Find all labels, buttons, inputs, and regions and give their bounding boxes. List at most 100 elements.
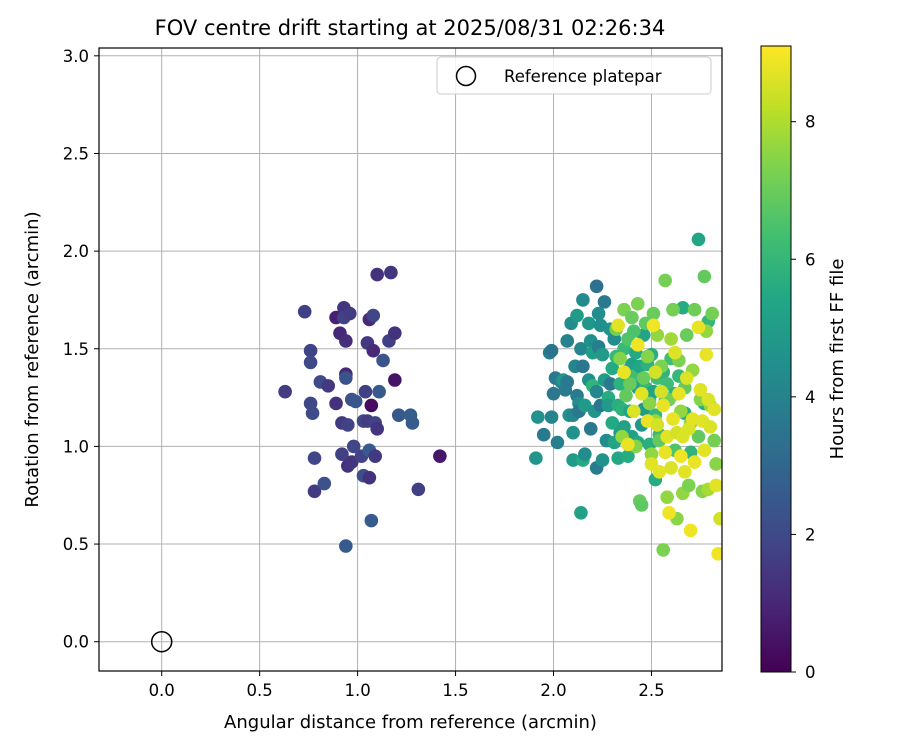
data-point bbox=[348, 394, 363, 409]
data-point bbox=[317, 476, 332, 491]
x-tick-label: 1.0 bbox=[344, 681, 370, 700]
data-point bbox=[297, 304, 312, 319]
legend-label: Reference platepar bbox=[504, 67, 662, 86]
data-point bbox=[388, 373, 402, 387]
data-point bbox=[611, 318, 625, 333]
data-point bbox=[303, 343, 318, 358]
x-tick-label: 1.5 bbox=[442, 681, 468, 700]
data-point bbox=[666, 412, 680, 426]
data-point bbox=[672, 386, 686, 401]
data-point bbox=[650, 418, 665, 432]
colorbar-ticks: 0 2 4 6 8 bbox=[791, 113, 816, 682]
data-point bbox=[621, 449, 635, 463]
x-tick-label: 2.0 bbox=[540, 681, 566, 700]
data-point bbox=[362, 470, 377, 485]
data-point bbox=[544, 410, 559, 424]
data-point bbox=[619, 388, 633, 403]
data-point bbox=[691, 232, 706, 247]
legend-marker-icon bbox=[455, 65, 477, 87]
data-point bbox=[307, 451, 322, 465]
data-point bbox=[613, 351, 627, 366]
data-point bbox=[576, 359, 590, 374]
data-point bbox=[677, 464, 692, 479]
data-point bbox=[372, 384, 386, 399]
y-tick-label: 2.5 bbox=[63, 144, 89, 163]
data-point bbox=[339, 371, 353, 385]
data-point bbox=[342, 306, 357, 321]
data-point bbox=[630, 297, 645, 311]
data-point bbox=[605, 416, 620, 430]
data-point bbox=[640, 349, 655, 364]
data-point bbox=[576, 293, 590, 307]
scatter-points bbox=[278, 232, 722, 561]
data-point bbox=[646, 306, 661, 321]
data-point bbox=[411, 482, 426, 497]
plot-frame bbox=[98, 47, 723, 672]
data-point bbox=[595, 453, 610, 467]
data-point bbox=[630, 338, 645, 352]
data-point bbox=[536, 427, 551, 442]
data-point bbox=[578, 398, 592, 413]
data-point bbox=[701, 392, 716, 407]
data-point bbox=[703, 420, 718, 434]
data-point bbox=[693, 382, 708, 397]
data-point bbox=[627, 324, 641, 338]
data-point bbox=[648, 365, 663, 379]
data-point bbox=[433, 449, 447, 463]
data-point bbox=[625, 310, 639, 325]
y-tick-label: 0.5 bbox=[63, 535, 89, 554]
data-point bbox=[566, 425, 580, 440]
data-point bbox=[335, 447, 349, 462]
data-point bbox=[656, 398, 671, 413]
data-point bbox=[664, 332, 678, 346]
data-point bbox=[370, 267, 384, 282]
data-point bbox=[613, 377, 627, 391]
data-point bbox=[546, 386, 561, 401]
data-point bbox=[679, 371, 694, 385]
colorbar-tick-label: 6 bbox=[805, 250, 816, 269]
data-point bbox=[601, 398, 616, 413]
data-point bbox=[550, 435, 565, 450]
data-point bbox=[683, 523, 698, 538]
data-point bbox=[346, 439, 361, 454]
data-point bbox=[711, 547, 722, 561]
colorbar bbox=[760, 45, 792, 673]
data-point bbox=[370, 422, 384, 436]
data-point bbox=[578, 447, 592, 462]
data-point bbox=[707, 433, 721, 448]
data-point bbox=[697, 269, 712, 284]
data-point bbox=[560, 375, 575, 389]
colorbar-tick-label: 8 bbox=[805, 113, 816, 132]
data-point bbox=[329, 396, 343, 411]
legend-box bbox=[436, 56, 712, 95]
data-point bbox=[709, 457, 722, 471]
data-point bbox=[658, 445, 672, 460]
data-point bbox=[376, 353, 390, 368]
data-point bbox=[529, 451, 543, 465]
data-point bbox=[339, 539, 353, 553]
data-point bbox=[368, 449, 383, 463]
data-point bbox=[366, 343, 381, 358]
data-point bbox=[358, 384, 373, 399]
x-tick-label: 2.5 bbox=[638, 681, 664, 700]
data-point bbox=[658, 273, 672, 288]
data-point bbox=[307, 484, 322, 499]
data-point bbox=[544, 343, 559, 358]
data-point bbox=[321, 379, 336, 393]
data-point bbox=[699, 347, 714, 362]
data-point bbox=[644, 447, 659, 462]
data-point bbox=[621, 437, 635, 452]
data-point bbox=[278, 384, 292, 399]
data-point bbox=[664, 461, 678, 475]
data-point bbox=[364, 398, 379, 413]
data-point bbox=[666, 302, 680, 317]
data-point bbox=[642, 396, 657, 411]
data-point bbox=[681, 478, 696, 493]
data-point bbox=[574, 506, 588, 520]
data-point bbox=[366, 308, 381, 323]
data-point bbox=[589, 279, 604, 294]
data-point bbox=[405, 416, 420, 430]
data-point bbox=[691, 320, 706, 335]
data-point bbox=[660, 490, 674, 504]
